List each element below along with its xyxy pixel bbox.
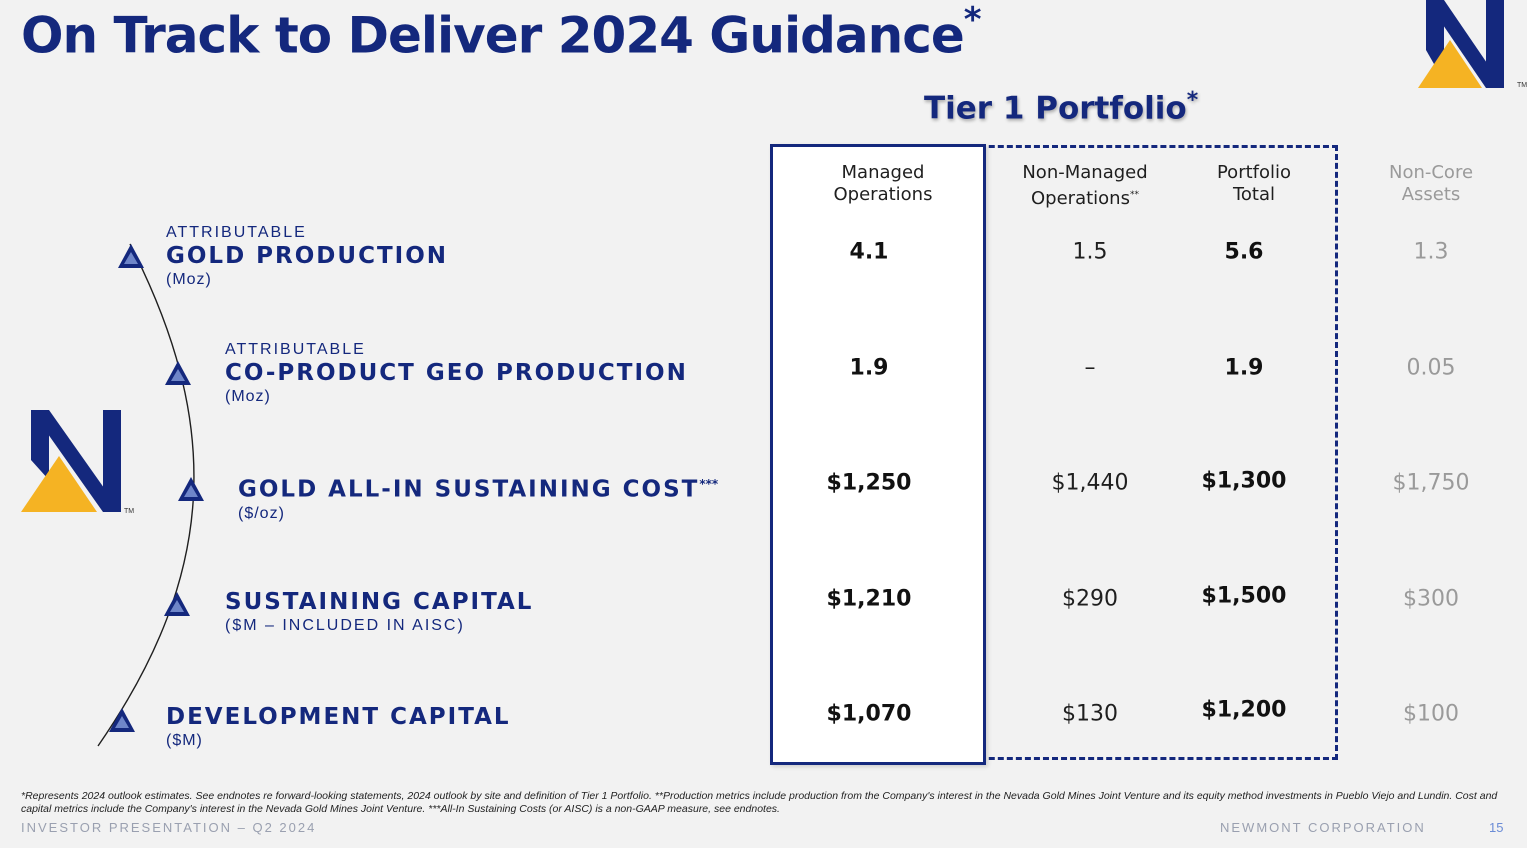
cell-non-core: $300 [1403,586,1459,612]
cell-non-managed: $290 [1062,586,1118,612]
row-qualifier: ATTRIBUTABLE [166,224,307,241]
cell-portfolio-total: $1,500 [1201,583,1287,609]
row-title: DEVELOPMENT CAPITAL [166,704,511,730]
row-unit: ($M) [166,732,203,749]
row-unit: (Moz) [225,388,271,405]
row-label-sustaining-capital: SUSTAINING CAPITAL ($M – INCLUDED IN AIS… [225,588,533,636]
row-label-development-capital: DEVELOPMENT CAPITAL ($M) [166,703,511,751]
title-asterisk: * [963,0,982,40]
cell-non-managed: $1,440 [1051,470,1129,496]
triangle-marker-icon [165,361,191,385]
cell-portfolio-total: $1,200 [1201,697,1287,723]
footnote: *Represents 2024 outlook estimates. See … [21,790,1498,815]
cell-non-core: 1.3 [1413,239,1449,265]
col-header-non-core: Non-Core Assets [1388,162,1474,205]
tier1-portfolio-title: Tier 1 Portfolio* [924,88,1199,127]
col-header-portfolio-total: Portfolio Total [1216,162,1292,205]
tier1-asterisk: * [1186,88,1199,113]
logo-trademark: TM [1517,82,1527,89]
col-header-managed: Managed Operations [833,162,933,205]
cell-non-core: $100 [1403,701,1459,727]
cell-managed: 4.1 [849,239,889,265]
triangle-marker-icon [178,477,204,501]
row-title: CO-PRODUCT GEO PRODUCTION [225,360,688,386]
cell-portfolio-total: 5.6 [1224,239,1264,265]
managed-operations-box [770,144,986,765]
triangle-marker-icon [109,708,135,732]
row-unit: (Moz) [166,271,212,288]
footer-presentation-label: INVESTOR PRESENTATION – Q2 2024 [21,820,317,835]
cell-non-managed: 1.5 [1072,239,1108,265]
row-unit: ($M – INCLUDED IN AISC) [225,617,465,634]
cell-managed: $1,210 [826,586,912,612]
row-label-aisc: GOLD ALL-IN SUSTAINING COST*** ($/oz) [238,470,718,524]
row-title-mark: *** [699,477,719,491]
row-label-geo-production: ATTRIBUTABLE CO-PRODUCT GEO PRODUCTION (… [225,341,688,407]
col-header-non-managed: Non-Managed Operations** [1022,162,1148,209]
logo-trademark-left: TM [124,508,135,515]
row-label-gold-production: ATTRIBUTABLE GOLD PRODUCTION (Moz) [166,224,448,290]
non-managed-mark: ** [1129,190,1139,200]
cell-non-core: $1,750 [1392,470,1470,496]
cell-managed: $1,070 [826,701,912,727]
cell-portfolio-total: 1.9 [1224,355,1264,381]
row-title: GOLD ALL-IN SUSTAINING COST*** [238,476,719,503]
page-title: On Track to Deliver 2024 Guidance* [21,0,982,65]
row-title: SUSTAINING CAPITAL [225,589,534,615]
cell-managed: 1.9 [849,355,889,381]
newmont-logo-top [1418,0,1504,88]
footer-company-name: NEWMONT CORPORATION [1220,820,1426,835]
cell-non-managed: – [1084,355,1096,381]
row-unit: ($/oz) [238,504,285,522]
cell-non-core: 0.05 [1406,355,1456,381]
row-title: GOLD PRODUCTION [166,243,449,269]
row-qualifier: ATTRIBUTABLE [225,341,366,358]
triangle-marker-icon [118,244,144,268]
cell-non-managed: $130 [1062,701,1118,727]
cell-portfolio-total: $1,300 [1201,468,1287,494]
newmont-logo-left [21,410,121,512]
page-number: 15 [1489,820,1504,835]
triangle-marker-icon [164,592,190,616]
cell-managed: $1,250 [826,470,912,496]
